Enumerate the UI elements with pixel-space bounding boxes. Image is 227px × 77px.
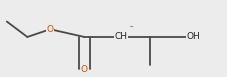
Text: OH: OH xyxy=(186,32,200,41)
Text: –: – xyxy=(129,23,133,29)
Text: O: O xyxy=(81,65,87,74)
Text: O: O xyxy=(47,25,53,34)
Text: CH: CH xyxy=(114,32,127,41)
